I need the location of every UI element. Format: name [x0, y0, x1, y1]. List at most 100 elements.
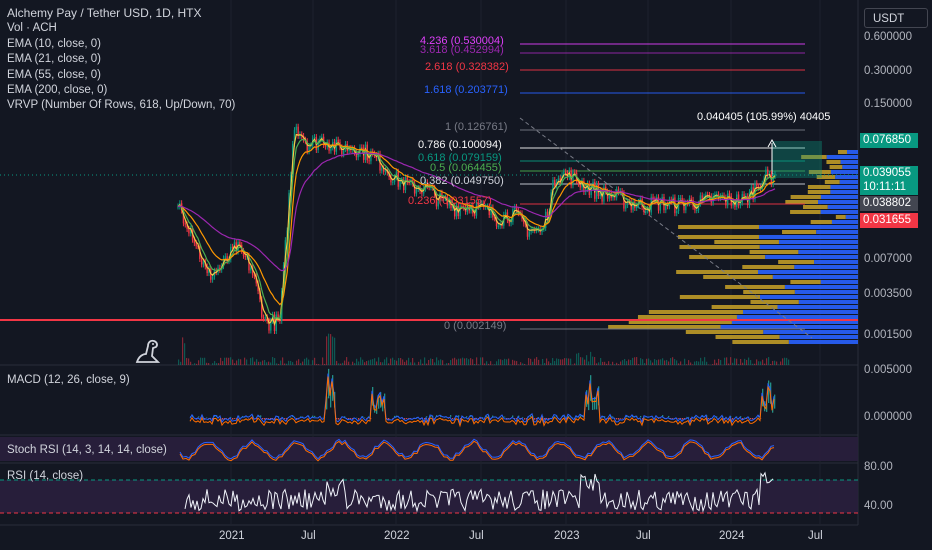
volume-bar — [282, 357, 284, 365]
vrvp-up-bar — [839, 180, 858, 184]
candle-body — [757, 186, 760, 188]
vrvp-up-bar — [759, 225, 858, 229]
indicator-ema200[interactable]: EMA (200, close, 0) — [7, 84, 108, 97]
candle-body — [297, 126, 299, 136]
macd-hist-bar — [606, 418, 608, 419]
indicator-vrvp[interactable]: VRVP (Number Of Rows, 618, Up/Down, 70) — [7, 99, 236, 112]
volume-bar — [620, 361, 622, 365]
volume-bar — [594, 357, 596, 365]
candle-body — [494, 217, 496, 219]
candle-body — [421, 191, 423, 194]
candle-body — [239, 241, 241, 246]
volume-bar — [720, 360, 722, 365]
macd-hist-bar — [296, 418, 298, 420]
volume-bar — [780, 361, 782, 365]
indicator-ema21[interactable]: EMA (21, close, 0) — [7, 53, 101, 66]
price-axis-label: 0.150000 — [864, 98, 912, 110]
volume-bar — [290, 360, 292, 365]
macd-hist-bar — [752, 418, 754, 420]
macd-hist-bar — [608, 418, 610, 419]
candle-body — [368, 160, 370, 162]
macd-hist-bar — [548, 418, 550, 420]
candle-body — [308, 146, 310, 152]
volume-bar — [456, 359, 458, 365]
candle-body — [554, 179, 556, 186]
macd-hist-bar — [576, 416, 578, 418]
macd-label[interactable]: MACD (12, 26, close, 9) — [7, 374, 130, 386]
volume-bar — [368, 360, 370, 365]
volume-bar — [438, 360, 440, 365]
volume-bar — [394, 359, 396, 365]
volume-bar — [362, 359, 364, 365]
volume-bar — [658, 359, 660, 365]
candle-body — [242, 250, 245, 256]
volume-profile — [608, 150, 858, 344]
volume-bar — [618, 364, 620, 365]
macd-hist-bar — [314, 415, 316, 418]
candle-body — [743, 194, 745, 197]
macd-axis-label: 0.005000 — [864, 364, 912, 376]
candle-body — [654, 199, 656, 201]
chart-legend: Alchemy Pay / Tether USD, 1D, HTX Vol · … — [7, 6, 235, 114]
volume-bar — [506, 359, 508, 365]
fib-label-0: 0 (0.002149) — [444, 320, 507, 332]
macd-axis-label: 0.000000 — [864, 411, 912, 423]
volume-bar — [410, 362, 412, 365]
candle-body — [701, 195, 703, 200]
vrvp-down-bar — [679, 245, 760, 249]
fib-label-0.786: 0.786 (0.100094) — [418, 139, 502, 151]
stoch-band — [0, 437, 858, 461]
volume-bar — [734, 358, 736, 365]
volume-bar — [412, 357, 414, 365]
volume-bar — [584, 359, 586, 365]
candle-body — [552, 179, 554, 193]
fib-label-0.382: 0.382 (0.049750) — [420, 175, 504, 187]
candle-body — [382, 168, 385, 172]
volume-bar — [570, 358, 572, 365]
volume-bar — [234, 363, 236, 365]
volume-bar — [728, 363, 730, 365]
candle-body — [659, 200, 662, 211]
macd-hist-bar — [376, 407, 378, 414]
indicator-ema55[interactable]: EMA (55, close, 0) — [7, 68, 101, 81]
price-tag: 0.038802 — [860, 196, 918, 211]
candle-body — [423, 188, 425, 194]
candle-body — [224, 256, 227, 259]
currency-button[interactable]: USDT — [864, 8, 928, 28]
macd-hist-bar — [672, 418, 674, 419]
macd-hist-bar — [554, 416, 556, 418]
vrvp-down-bar — [743, 290, 795, 294]
indicator-volume[interactable]: Vol · ACH — [7, 22, 57, 35]
vrvp-up-bar — [788, 340, 858, 344]
volume-bar — [230, 357, 232, 365]
stoch-rsi-label[interactable]: Stoch RSI (14, 3, 14, 14, close) — [7, 444, 167, 456]
trend-line — [519, 117, 813, 339]
volume-bar — [306, 357, 308, 365]
volume-bar — [736, 358, 738, 365]
candle-body — [435, 194, 438, 207]
candle-body — [572, 172, 574, 186]
volume-bar — [402, 359, 404, 365]
indicator-ema10[interactable]: EMA (10, close, 0) — [7, 37, 101, 50]
vrvp-down-bar — [725, 285, 785, 289]
volume-bar — [512, 359, 514, 365]
candle-body — [393, 177, 396, 182]
macd-hist-bar — [480, 418, 482, 419]
volume-bar — [590, 351, 592, 365]
volume-bar — [450, 360, 452, 365]
volume-bar — [692, 364, 694, 365]
volume-bar — [226, 357, 228, 365]
ema55-line — [177, 143, 776, 306]
macd-hist-bar — [640, 416, 642, 418]
vrvp-down-bar — [749, 250, 799, 254]
macd-hist-bar — [198, 416, 200, 418]
symbol-title[interactable]: Alchemy Pay / Tether USD, 1D, HTX — [7, 6, 202, 20]
vrvp-up-bar — [731, 320, 858, 324]
volume-bar — [270, 362, 272, 365]
volume-bar — [648, 358, 650, 365]
rsi-label[interactable]: RSI (14, close) — [7, 470, 84, 482]
candle-body — [277, 314, 279, 319]
macd-hist-bar — [436, 415, 438, 417]
volume-bar — [592, 356, 594, 365]
